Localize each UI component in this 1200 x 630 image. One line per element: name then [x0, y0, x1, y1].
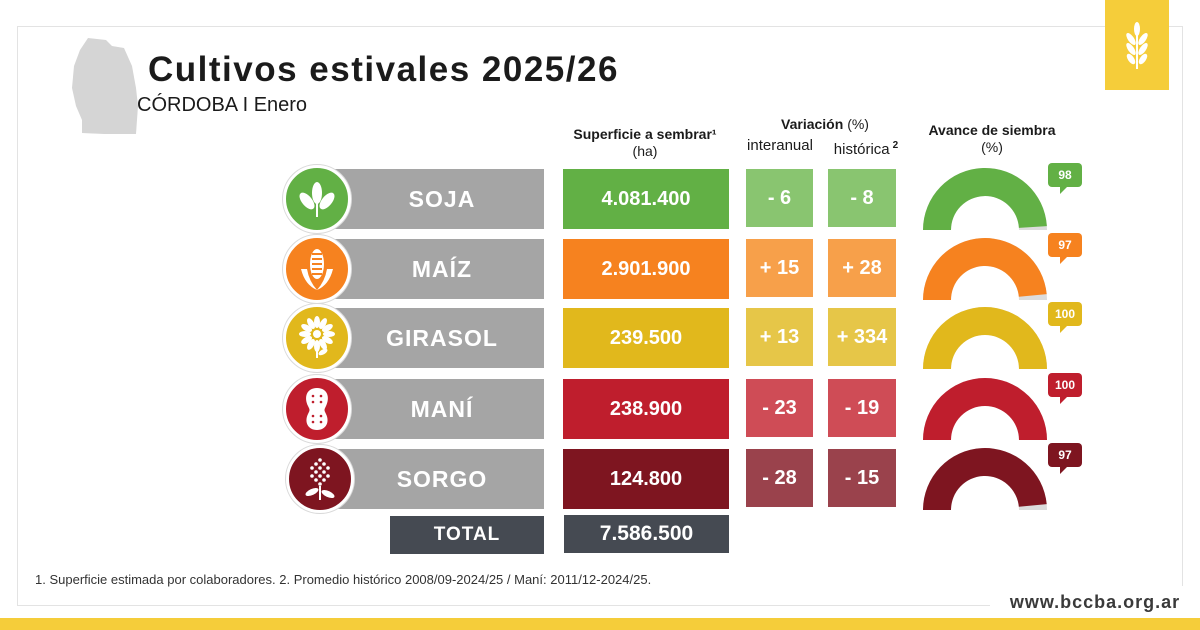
cordoba-map-icon	[72, 38, 138, 134]
crop-icon-circle-soja	[283, 165, 351, 233]
corn-icon	[297, 247, 337, 291]
variation-header-title: Variación	[781, 116, 844, 132]
crop-var-interanual-maiz: + 15	[746, 239, 813, 297]
soy-plant-icon	[297, 179, 337, 219]
crop-label-sorgo: SORGO	[320, 449, 544, 509]
progress-gauge-sorgo	[922, 447, 1048, 513]
crop-icon-circle-mani	[283, 375, 351, 443]
progress-gauge-soja	[922, 167, 1048, 233]
historica-header-label: histórica	[833, 141, 890, 158]
sorghum-icon	[300, 456, 340, 502]
area-header: Superficie a sembrar¹ (ha)	[560, 126, 730, 160]
area-header-title: Superficie a sembrar¹	[573, 126, 717, 142]
crop-var-historica-soja: - 8	[828, 169, 896, 227]
footnote: 1. Superficie estimada por colaboradores…	[35, 572, 652, 587]
crop-var-historica-girasol: + 334	[828, 308, 896, 366]
crop-var-interanual-sorgo: - 28	[746, 449, 813, 507]
crop-var-historica-mani: - 19	[828, 379, 896, 437]
crop-label-girasol: GIRASOL	[320, 308, 544, 368]
website-link[interactable]: www.bccba.org.ar	[990, 586, 1200, 618]
variation-header-unit: (%)	[847, 116, 869, 132]
progress-gauge-maiz	[922, 237, 1048, 303]
crop-icon-circle-girasol	[283, 304, 351, 372]
progress-gauge-girasol	[922, 306, 1048, 372]
page-title: Cultivos estivales 2025/26	[148, 50, 619, 89]
progress-badge-sorgo: 97	[1048, 443, 1082, 474]
crop-icon-circle-sorgo	[286, 445, 354, 513]
total-value: 7.586.500	[564, 515, 729, 553]
crop-area-sorgo: 124.800	[563, 449, 729, 509]
crop-var-historica-maiz: + 28	[828, 239, 896, 297]
progress-header-title: Avance de siembra	[928, 122, 1056, 138]
progress-badge-mani: 100	[1048, 373, 1082, 404]
crop-var-historica-sorgo: - 15	[828, 449, 896, 507]
historica-footnote-mark: 2	[892, 140, 899, 151]
historica-header: histórica 2	[826, 137, 906, 158]
sunflower-icon	[297, 316, 337, 360]
crop-area-soja: 4.081.400	[563, 169, 729, 229]
progress-gauge-mani	[922, 377, 1048, 443]
crop-area-girasol: 239.500	[563, 308, 729, 368]
crop-var-interanual-mani: - 23	[746, 379, 813, 437]
variation-header: Variación (%)	[740, 116, 910, 133]
crop-var-interanual-soja: - 6	[746, 169, 813, 227]
crop-label-maiz: MAÍZ	[320, 239, 544, 299]
interanual-header: interanual	[747, 137, 813, 154]
crop-icon-circle-maiz	[283, 235, 351, 303]
progress-header: Avance de siembra (%)	[912, 122, 1072, 156]
area-header-unit: (ha)	[632, 143, 658, 159]
crop-area-maiz: 2.901.900	[563, 239, 729, 299]
crop-label-mani: MANÍ	[320, 379, 544, 439]
progress-badge-maiz: 97	[1048, 233, 1082, 264]
wheat-icon	[1126, 22, 1148, 69]
crop-label-soja: SOJA	[320, 169, 544, 229]
crop-area-mani: 238.900	[563, 379, 729, 439]
progress-header-unit: (%)	[981, 139, 1003, 155]
brand-logo	[1105, 0, 1169, 90]
progress-badge-girasol: 100	[1048, 302, 1082, 333]
crop-var-interanual-girasol: + 13	[746, 308, 813, 366]
page-subtitle: CÓRDOBA I Enero	[137, 94, 308, 116]
progress-badge-soja: 98	[1048, 163, 1082, 194]
bottom-stripe	[0, 618, 1200, 630]
total-label: TOTAL	[390, 516, 544, 554]
peanut-icon	[302, 386, 332, 432]
